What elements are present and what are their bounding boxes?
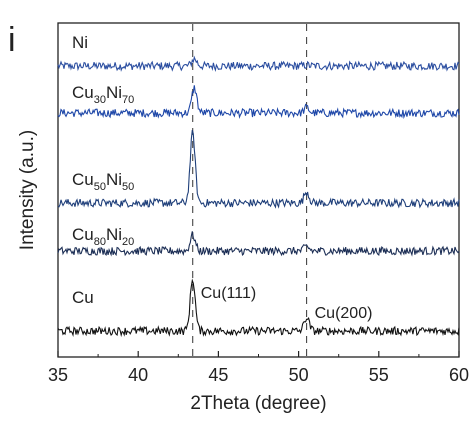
peak-annotation: Cu(200) [315, 305, 373, 322]
tick-label: 45 [208, 365, 228, 385]
tick-label: 35 [48, 365, 68, 385]
series-line [57, 85, 460, 120]
peak-annotations: Cu(111) Cu(200) [201, 285, 373, 322]
series-label: Cu80Ni20 [72, 225, 134, 248]
series-line [57, 278, 460, 338]
y-axis-label: Intensity (a.u.) [17, 130, 38, 250]
tick-label: 60 [449, 365, 469, 385]
tick-label: 50 [289, 365, 309, 385]
tick-label: 55 [369, 365, 389, 385]
series-label: Cu50Ni50 [72, 170, 134, 193]
x-axis-label: 2Theta (degree) [190, 393, 326, 414]
peak-annotation: Cu(111) [201, 285, 256, 302]
series-label: Ni [72, 33, 88, 52]
x-axis-ticks: 35 40 45 50 55 60 [48, 351, 469, 385]
panel-label: i [8, 21, 16, 59]
series-label: Cu [72, 288, 94, 307]
series-line [57, 231, 460, 257]
series-labels: Ni Cu30Ni70 Cu50Ni50 Cu80Ni20 Cu [72, 33, 134, 307]
series-line [57, 129, 460, 209]
tick-label: 40 [128, 365, 148, 385]
series-line [57, 55, 460, 72]
series-label: Cu30Ni70 [72, 83, 134, 106]
reference-lines [192, 24, 308, 356]
series-lines [57, 55, 460, 338]
plot-frame [57, 22, 460, 358]
